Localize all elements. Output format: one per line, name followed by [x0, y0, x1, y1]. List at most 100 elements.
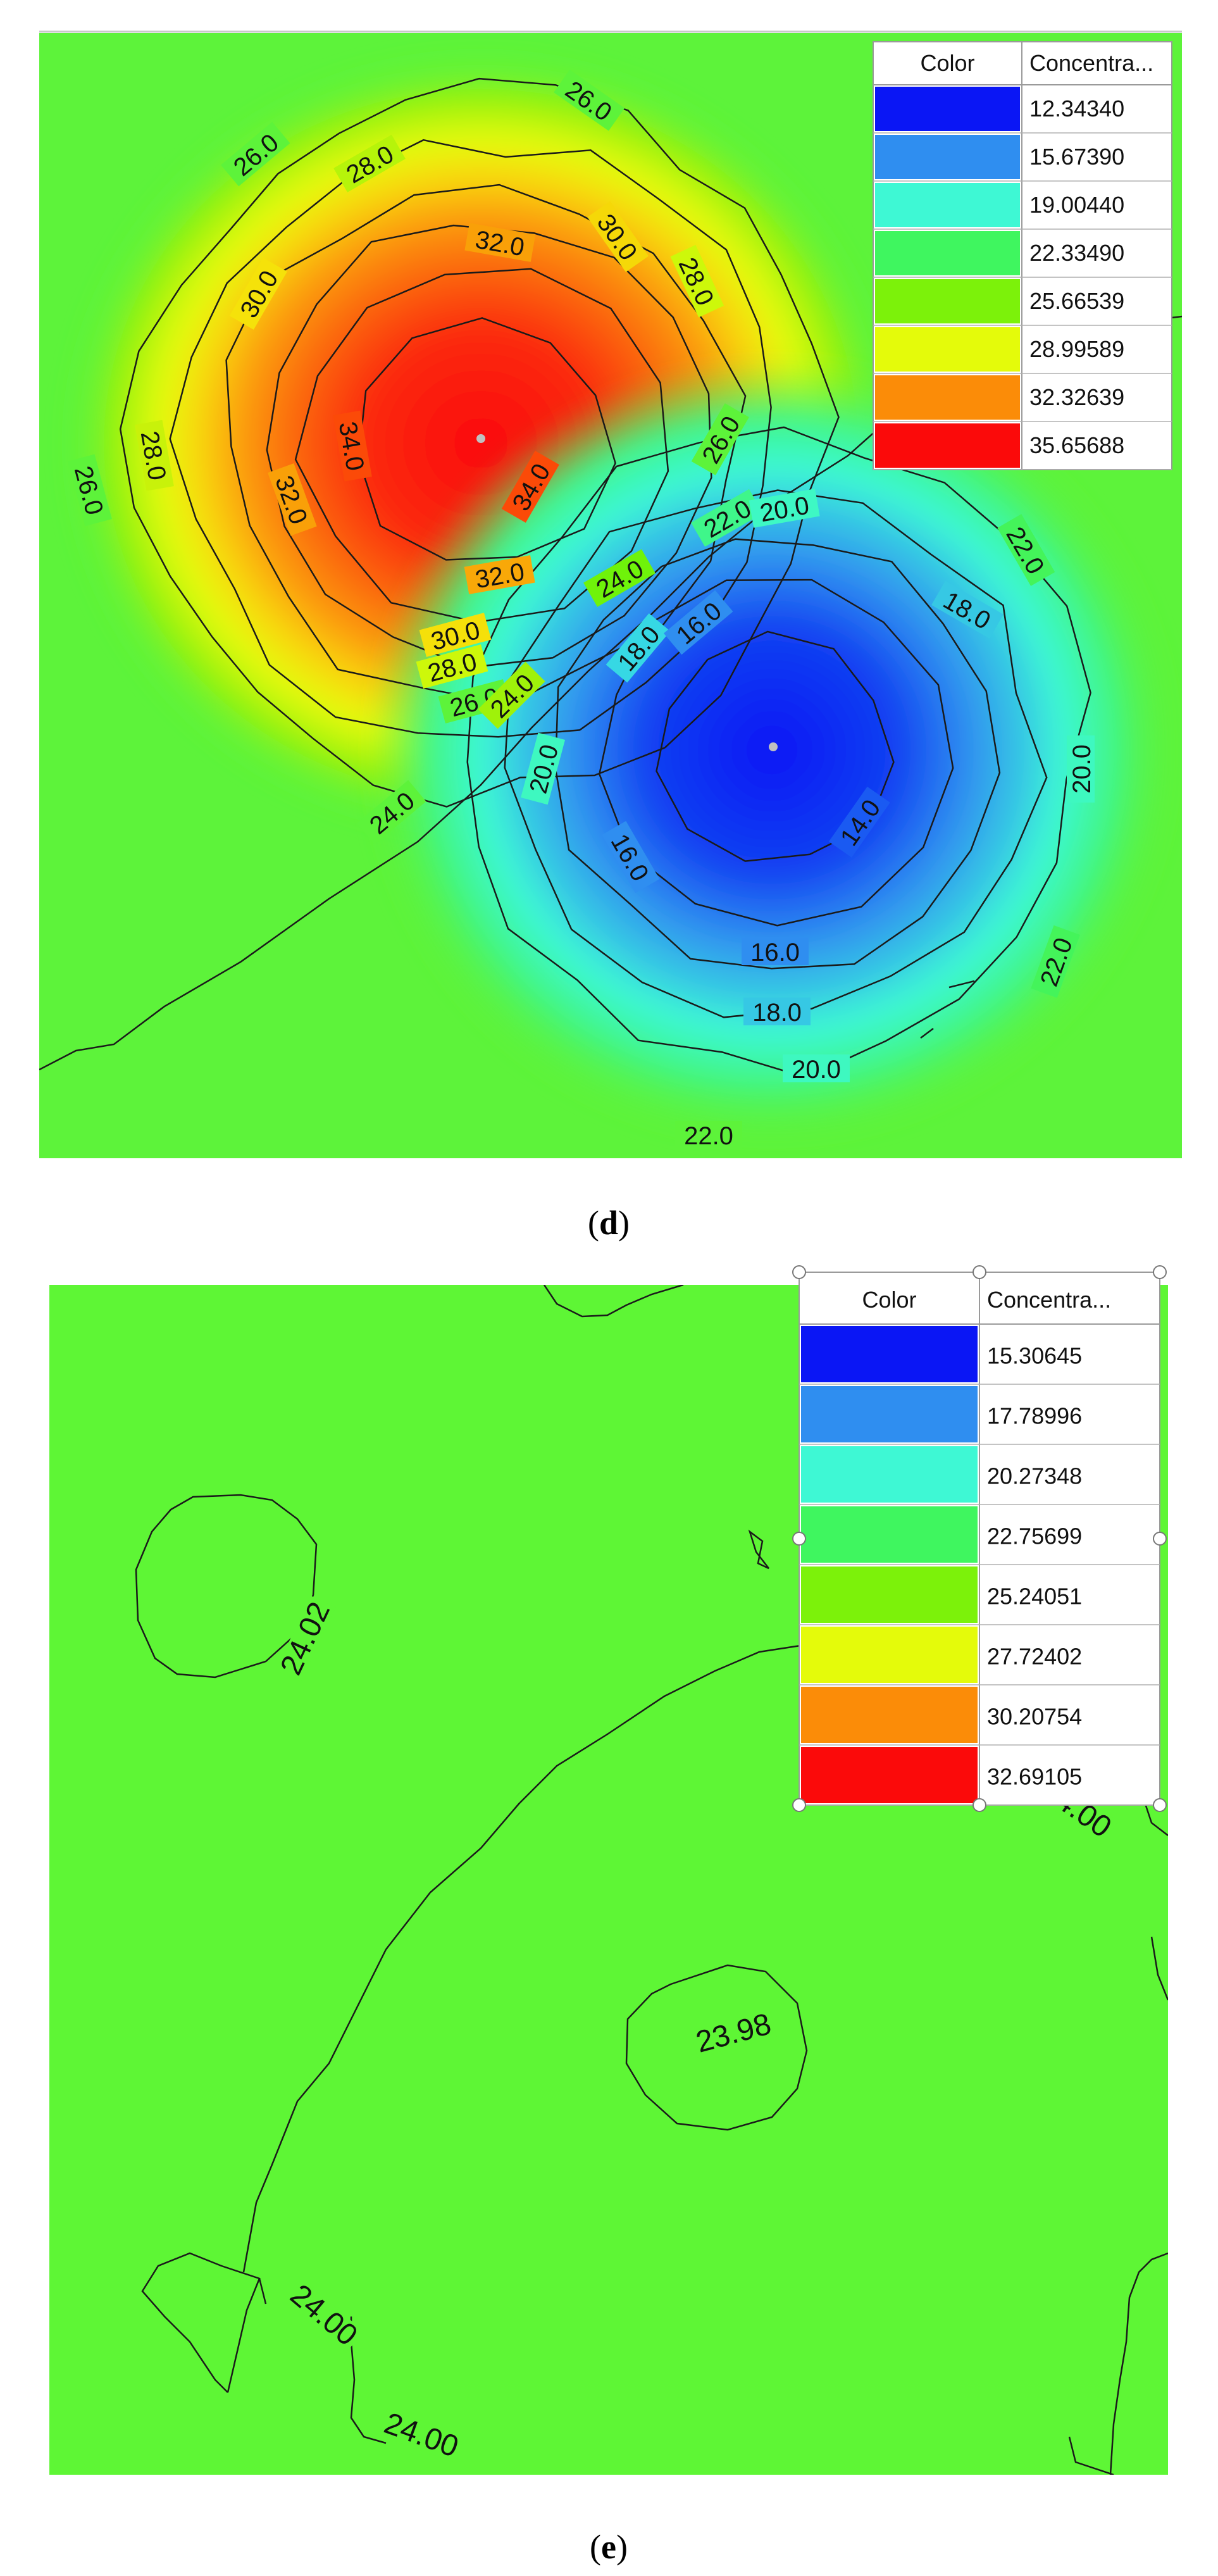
- contour-label-bg: [749, 489, 820, 528]
- legend-swatch: [875, 375, 1020, 420]
- legend-value: 30.20754: [987, 1704, 1082, 1730]
- max-marker: [476, 434, 485, 443]
- legend-swatch: [875, 279, 1020, 323]
- resize-handle[interactable]: [792, 1265, 806, 1279]
- contour-label-bg: [583, 549, 656, 607]
- contour-label: 18.0: [752, 999, 802, 1027]
- legend-header-color: Color: [920, 50, 974, 76]
- contour-label-group: 20.0: [783, 1054, 850, 1084]
- legend-swatch: [875, 231, 1020, 275]
- contour-label-bg: [229, 258, 287, 330]
- contour-label-bg: [438, 679, 511, 724]
- contour-label-bg: [931, 580, 1004, 639]
- contour-label-bg: [602, 821, 660, 893]
- contour-line: [294, 268, 669, 623]
- contour-label-bg: [275, 1595, 336, 1682]
- legend-value: 12.34340: [1029, 96, 1124, 122]
- legend-swatch: [801, 1506, 978, 1563]
- contour-label-bg: [1031, 925, 1080, 998]
- contour-label-bg: [283, 2278, 364, 2353]
- contour-label-bg: [690, 2009, 777, 2058]
- contour-label-bg: [521, 732, 566, 805]
- contour-label-group: 18.0: [743, 997, 811, 1027]
- legend-swatch: [801, 1747, 978, 1803]
- legend-header-concentration: Concentra...: [987, 1287, 1111, 1313]
- resize-handle[interactable]: [1153, 1265, 1167, 1279]
- contour-label-bg: [333, 410, 372, 482]
- contour-line: [543, 1285, 684, 1318]
- contour-label: 20.0: [1068, 744, 1096, 794]
- legend-value: 22.75699: [987, 1523, 1082, 1549]
- resize-handle[interactable]: [973, 1265, 986, 1279]
- contour-line: [258, 2278, 267, 2304]
- contour-line: [1109, 2252, 1168, 2475]
- caption-e: (e): [590, 2528, 628, 2566]
- legend-header-concentration: Concentra...: [1029, 50, 1153, 76]
- legend-swatch: [875, 135, 1020, 179]
- contour-label: 22.0: [684, 1122, 733, 1150]
- legend-value: 15.67390: [1029, 144, 1124, 170]
- contour-label-bg: [691, 403, 749, 475]
- contour-label-bg: [378, 2408, 465, 2463]
- contour-line: [748, 1529, 769, 1570]
- contour-label-bg: [67, 454, 112, 527]
- legend-e: Color Concentra... 15.30645 17.78996 20.2734…: [792, 1265, 1167, 1812]
- contour-label-bg: [663, 590, 733, 655]
- contour-line: [135, 1494, 318, 1679]
- contour-line: [1068, 2436, 1114, 2475]
- legend-swatch: [801, 1386, 978, 1442]
- contour-label-bg: [501, 451, 559, 523]
- legend-swatch: [801, 1566, 978, 1623]
- contour-label-bg: [268, 463, 317, 536]
- legend-value: 15.30645: [987, 1343, 1082, 1369]
- resize-handle[interactable]: [792, 1532, 806, 1546]
- legend-value: 20.27348: [987, 1463, 1082, 1489]
- legend-value: 27.72402: [987, 1644, 1082, 1670]
- contour-label-bg: [997, 514, 1055, 586]
- legend-value: 19.00440: [1029, 192, 1124, 218]
- contour-label-bg: [828, 786, 890, 858]
- contour-line: [242, 1644, 801, 2273]
- legend-swatch: [801, 1687, 978, 1743]
- contour-label-group: 28.0: [416, 644, 488, 689]
- contour-label-bg: [419, 613, 492, 658]
- resize-handle[interactable]: [973, 1798, 986, 1812]
- contour-line: [466, 426, 1091, 1079]
- contour-label: 16.0: [750, 939, 800, 966]
- resize-handle[interactable]: [792, 1798, 806, 1812]
- contour-line: [1150, 1936, 1168, 2001]
- contour-label-bg: [416, 644, 488, 689]
- panel-d: 26.026.026.026.026.028.028.028.028.030.0…: [39, 30, 1182, 1242]
- resize-handle[interactable]: [1153, 1532, 1167, 1546]
- contour-label-bg: [743, 997, 811, 1025]
- legend-value: 22.33490: [1029, 240, 1124, 266]
- legend-value: 25.24051: [987, 1584, 1082, 1610]
- contour-label-bg: [606, 613, 671, 683]
- contour-line: [169, 139, 772, 738]
- contour-line: [656, 630, 895, 862]
- legend-value: 32.69105: [987, 1764, 1082, 1790]
- contour-label-bg: [783, 1054, 850, 1082]
- legend-swatch: [875, 87, 1020, 131]
- contour-label-group: 22.0: [675, 1121, 742, 1150]
- contours-e: [135, 1285, 1168, 2475]
- legend-value: 17.78996: [987, 1403, 1082, 1429]
- contour-line: [119, 77, 840, 808]
- contour-label-bg: [333, 134, 406, 192]
- resize-handle[interactable]: [1153, 1798, 1167, 1812]
- contour-label-bg: [464, 555, 535, 594]
- legend-swatch: [801, 1446, 978, 1503]
- legend-swatch: [801, 1326, 978, 1382]
- contour-label-bg: [135, 420, 174, 491]
- contour-line: [598, 578, 954, 927]
- legend-d: Color Concentra... 12.34340 15.67390 19.0044…: [873, 41, 1172, 470]
- contour-line: [504, 489, 1048, 1018]
- contour-line: [554, 538, 1001, 970]
- contour-label-bg: [675, 1121, 742, 1149]
- caption-d: (d): [588, 1204, 630, 1242]
- contour-label-group: 20.0: [1067, 735, 1096, 803]
- contour-line: [920, 980, 975, 1039]
- legend-swatch: [801, 1627, 978, 1683]
